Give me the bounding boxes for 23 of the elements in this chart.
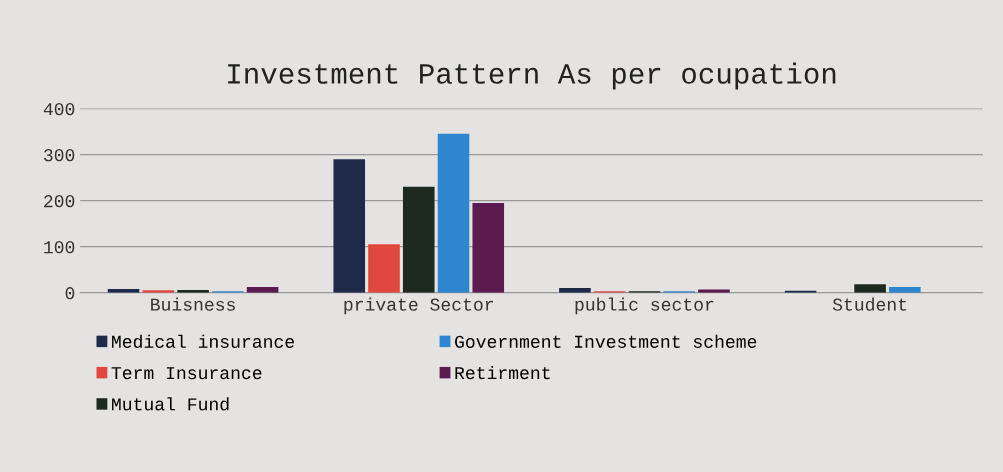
legend-label: Retirment bbox=[455, 365, 550, 380]
y-tick-label: 0 bbox=[65, 287, 75, 300]
legend-label: Medical insurance bbox=[112, 334, 294, 348]
x-tick-label: Student bbox=[832, 297, 907, 311]
bar bbox=[368, 244, 400, 293]
bar bbox=[472, 202, 505, 293]
bar bbox=[854, 284, 886, 293]
y-tick-label: 200 bbox=[44, 195, 75, 208]
x-tick-label: Buisness bbox=[151, 297, 235, 311]
x-tick-label: public sector bbox=[575, 297, 714, 315]
y-tick-label: 100 bbox=[44, 241, 75, 254]
bar bbox=[333, 159, 366, 293]
bar bbox=[402, 186, 435, 293]
x-tick-label: private Sector bbox=[344, 297, 493, 315]
bar bbox=[698, 289, 730, 293]
y-tick-label: 400 bbox=[43, 103, 75, 116]
legend-label: Government Investment scheme bbox=[455, 334, 757, 348]
legend-label: Mutual Fund bbox=[112, 397, 229, 411]
bar bbox=[437, 133, 470, 293]
y-tick-label: 300 bbox=[44, 149, 75, 162]
chart-title: Investment Pattern As per ocupation bbox=[228, 62, 836, 90]
bar bbox=[889, 287, 921, 293]
legend-label: Term Insurance bbox=[111, 367, 262, 380]
